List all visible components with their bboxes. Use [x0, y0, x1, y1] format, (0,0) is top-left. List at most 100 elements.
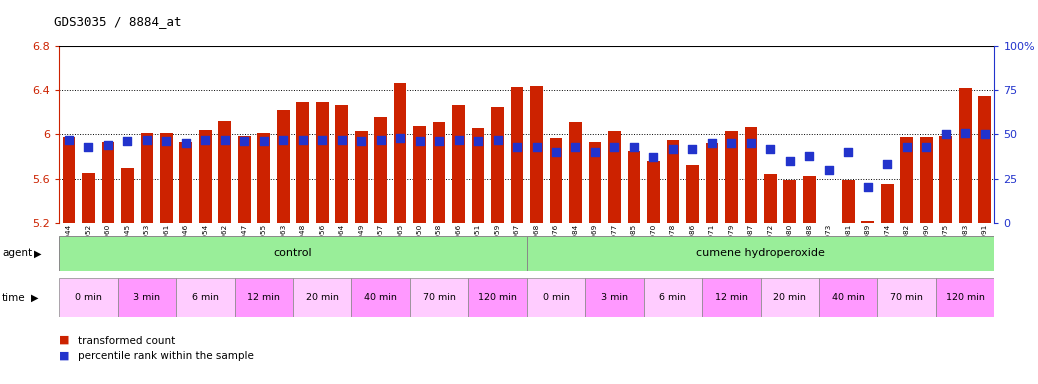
Text: ▶: ▶ [34, 248, 42, 258]
Point [489, 137, 506, 143]
Point [391, 135, 408, 141]
Text: 70 min: 70 min [422, 293, 456, 302]
Bar [102, 142, 114, 223]
Point [918, 144, 934, 150]
Bar [877, 278, 936, 317]
Text: transformed count: transformed count [78, 336, 175, 346]
Bar [819, 278, 877, 317]
Point [509, 144, 525, 150]
Point [859, 184, 876, 190]
Point [899, 144, 916, 150]
Bar [218, 121, 231, 223]
Bar [686, 166, 699, 223]
Point [119, 138, 136, 144]
Point [664, 146, 681, 152]
Text: 3 min: 3 min [601, 293, 628, 302]
Bar [920, 137, 932, 223]
Bar [121, 167, 134, 223]
Bar [550, 138, 563, 223]
Bar [526, 278, 585, 317]
Bar [511, 87, 523, 223]
Point [138, 137, 155, 143]
Text: 3 min: 3 min [133, 293, 160, 302]
Bar [140, 133, 154, 223]
Text: ■: ■ [59, 335, 70, 345]
Bar [530, 86, 543, 223]
Point [742, 140, 759, 146]
Bar [199, 130, 212, 223]
Point [431, 138, 447, 144]
Bar [881, 184, 894, 223]
Point [820, 167, 837, 173]
Text: 0 min: 0 min [75, 293, 102, 302]
Point [937, 131, 954, 137]
Bar [277, 110, 290, 223]
Text: 20 min: 20 min [306, 293, 338, 302]
Point [373, 137, 389, 143]
Bar [297, 103, 309, 223]
Bar [433, 122, 445, 223]
Point [704, 140, 720, 146]
Point [353, 138, 370, 144]
Point [158, 138, 174, 144]
Bar [59, 236, 526, 271]
Point [197, 137, 214, 143]
Text: percentile rank within the sample: percentile rank within the sample [78, 351, 253, 361]
Bar [644, 278, 702, 317]
Bar [761, 278, 819, 317]
Bar [936, 278, 994, 317]
Point [333, 137, 350, 143]
Text: 0 min: 0 min [543, 293, 570, 302]
Bar [410, 278, 468, 317]
Text: 12 min: 12 min [715, 293, 747, 302]
Bar [59, 278, 117, 317]
Bar [413, 126, 426, 223]
Text: ▶: ▶ [31, 293, 38, 303]
Bar [238, 136, 250, 223]
Bar [979, 96, 991, 223]
Point [450, 137, 467, 143]
Point [275, 137, 292, 143]
Point [528, 144, 545, 150]
Text: cumene hydroperoxide: cumene hydroperoxide [696, 248, 825, 258]
Point [313, 137, 330, 143]
Bar [316, 103, 329, 223]
Bar [608, 131, 621, 223]
Bar [352, 278, 410, 317]
Bar [589, 142, 601, 223]
Bar [355, 131, 367, 223]
Bar [666, 140, 679, 223]
Bar [900, 137, 913, 223]
Text: 40 min: 40 min [831, 293, 865, 302]
Text: agent: agent [2, 248, 32, 258]
Text: 40 min: 40 min [364, 293, 398, 302]
Bar [842, 180, 854, 223]
Point [626, 144, 643, 150]
Text: 6 min: 6 min [192, 293, 219, 302]
Point [646, 154, 662, 161]
Point [60, 137, 77, 143]
Text: 6 min: 6 min [659, 293, 686, 302]
Bar [180, 142, 192, 223]
Bar [959, 88, 972, 223]
Bar [335, 104, 348, 223]
Point [957, 129, 974, 136]
Text: control: control [274, 248, 312, 258]
Point [548, 149, 565, 155]
Bar [82, 173, 94, 223]
Bar [526, 236, 994, 271]
Bar [744, 127, 757, 223]
Point [684, 146, 701, 152]
Bar [706, 143, 718, 223]
Bar [491, 107, 503, 223]
Point [217, 137, 234, 143]
Point [80, 144, 97, 150]
Point [470, 138, 487, 144]
Bar [784, 180, 796, 223]
Point [236, 138, 252, 144]
Point [411, 138, 428, 144]
Text: time: time [2, 293, 26, 303]
Point [762, 146, 778, 152]
Bar [160, 133, 172, 223]
Bar [176, 278, 235, 317]
